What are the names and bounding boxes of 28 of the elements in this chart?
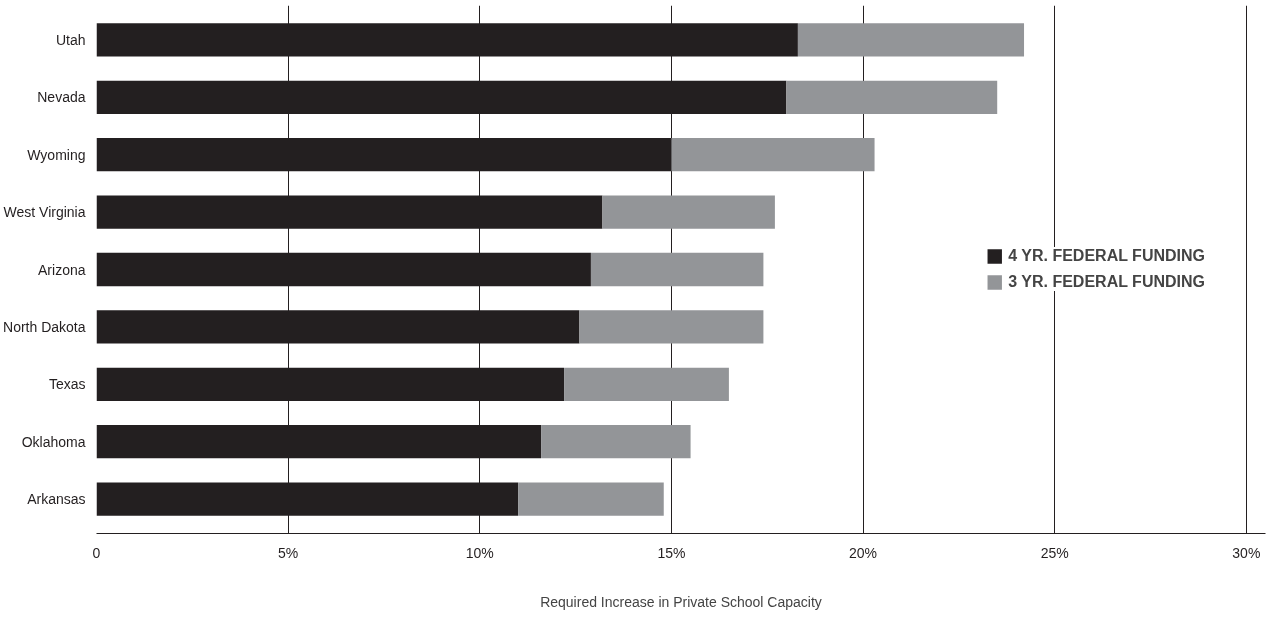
x-tick-label: 20%: [849, 544, 878, 561]
y-tick-label: Nevada: [37, 89, 86, 106]
x-axis-title: Required Increase in Private School Capacity: [540, 593, 822, 610]
y-tick-label: Oklahoma: [21, 433, 86, 450]
x-tick-label: 0: [92, 544, 101, 561]
bar: [786, 80, 998, 114]
y-tick-label: Arkansas: [27, 491, 86, 508]
y-tick-label: North Dakota: [3, 318, 86, 335]
bar: [518, 482, 664, 516]
x-tick-label: 15%: [657, 544, 686, 561]
x-tick-label: 30%: [1232, 544, 1261, 561]
bar: [797, 23, 1025, 57]
y-tick-label: Wyoming: [27, 146, 86, 163]
legend-label: 3 YR. FEDERAL FUNDING: [1008, 273, 1205, 291]
y-tick-label: West Virginia: [3, 204, 86, 221]
bar: [590, 252, 764, 287]
x-tick-label: 25%: [1040, 544, 1069, 561]
y-tick-label: Arizona: [38, 261, 86, 278]
bar: [579, 310, 764, 344]
bar: [541, 425, 691, 459]
y-tick-label: Utah: [55, 31, 86, 48]
bar: [602, 195, 775, 229]
bar: [564, 367, 729, 401]
y-tick-label: Texas: [48, 376, 86, 393]
bar: [671, 138, 875, 172]
x-tick-label: 10%: [465, 544, 494, 561]
legend-label: 4 YR. FEDERAL FUNDING: [1008, 247, 1205, 265]
x-tick-label: 5%: [278, 544, 299, 561]
